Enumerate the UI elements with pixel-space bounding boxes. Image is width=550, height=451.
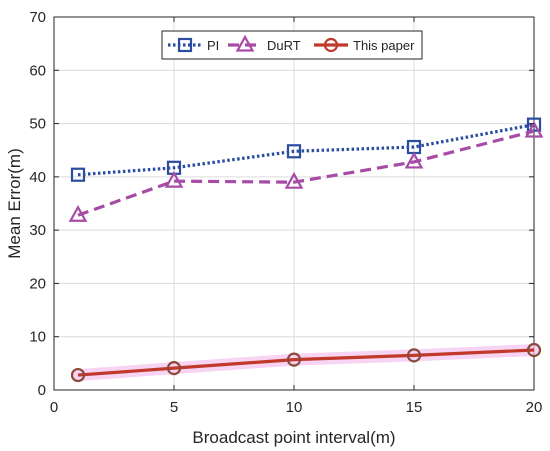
y-tick-label-6: 60 (29, 62, 46, 79)
legend: PI DuRT This paper (161, 30, 423, 60)
series-line-0 (77, 123, 535, 177)
y-tick-label-5: 50 (29, 116, 46, 133)
legend-label-2: This paper (353, 38, 415, 53)
data-point-2-1 (166, 361, 182, 376)
tick-labels: 0 5 10 15 20 0 10 20 30 40 50 60 70 (29, 9, 542, 416)
legend-marker-1 (235, 34, 255, 52)
data-point-1-2 (284, 171, 304, 189)
x-tick-label-2: 10 (286, 399, 303, 416)
x-axis-label: Broadcast point interval(m) (192, 428, 395, 447)
x-tick-label-0: 0 (50, 399, 58, 416)
data-point-1-1 (164, 170, 184, 188)
x-tick-label-3: 15 (406, 399, 423, 416)
data-point-1-0 (68, 204, 88, 222)
data-point-0-2 (286, 144, 302, 159)
y-axis-label: Mean Error(m) (5, 148, 24, 259)
data-point-2-4 (526, 342, 542, 358)
legend-box (161, 30, 423, 60)
y-tick-label-4: 40 (29, 169, 46, 186)
grid-lines (53, 16, 535, 391)
series-line-2 (77, 348, 535, 377)
y-tick-label-3: 30 (29, 222, 46, 239)
data-point-0-0 (70, 167, 86, 182)
y-tick-label-1: 10 (29, 329, 46, 346)
series-line-1 (77, 129, 535, 217)
legend-label-1: DuRT (267, 38, 301, 53)
series-1 (68, 120, 544, 222)
data-point-1-4 (524, 120, 544, 138)
legend-marker-0 (177, 37, 193, 53)
legend-marker-2 (323, 37, 339, 53)
x-tick-label-4: 20 (526, 399, 543, 416)
data-point-0-4 (526, 117, 542, 132)
y-tick-label-7: 70 (29, 9, 46, 26)
data-point-2-3 (406, 348, 422, 363)
x-tick-label-1: 5 (170, 399, 178, 416)
legend-label-0: PI (207, 38, 219, 53)
y-tick-label-0: 0 (38, 382, 46, 399)
data-point-2-0 (70, 367, 86, 383)
y-tick-label-2: 20 (29, 275, 46, 292)
data-point-2-2 (286, 352, 302, 367)
data-point-1-3 (404, 151, 424, 169)
series-layer (68, 117, 544, 383)
series-2 (70, 342, 542, 383)
